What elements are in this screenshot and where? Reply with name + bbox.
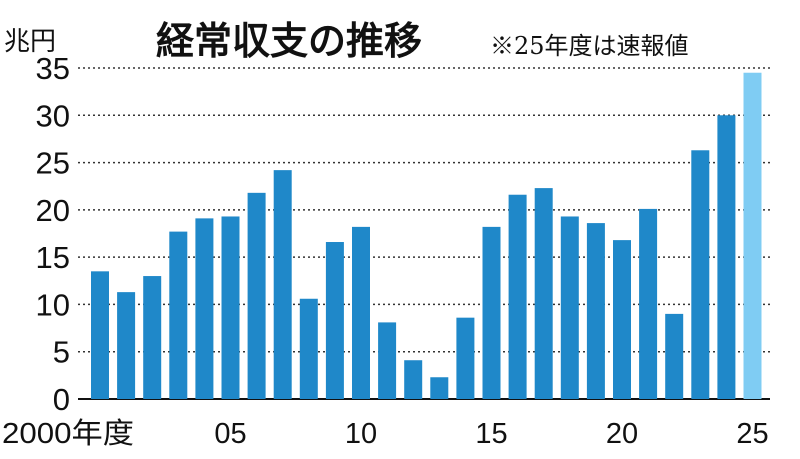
- bar-2005: [221, 216, 240, 399]
- bar-2007: [273, 170, 292, 399]
- bar-2014: [456, 317, 475, 399]
- chart-note: ※25年度は速報値: [490, 32, 689, 60]
- bar-2008: [299, 298, 318, 399]
- bar-2015: [482, 226, 501, 399]
- bar-2003: [169, 231, 188, 399]
- bar-2020: [613, 240, 631, 399]
- y-tick-label: 10: [36, 287, 70, 322]
- x-tick-label: 20: [606, 418, 638, 450]
- x-tick-label: 25: [736, 418, 768, 450]
- y-tick-label: 20: [36, 193, 70, 228]
- bar-2002: [143, 276, 162, 399]
- y-tick-labels: 0 5 10 15 20 25 30 35: [36, 51, 70, 417]
- bar-2011: [378, 322, 397, 399]
- bar-2009: [325, 242, 344, 399]
- y-tick-label: 0: [53, 382, 70, 417]
- y-tick-label: 5: [53, 335, 70, 370]
- chart-title: 経常収支の推移: [156, 19, 422, 63]
- grid-lines: [78, 67, 770, 400]
- bar-2010: [352, 226, 370, 399]
- bar-2018: [560, 216, 579, 399]
- y-tick-label: 35: [36, 51, 70, 86]
- y-tick-label: 30: [36, 98, 70, 133]
- bar-2006: [247, 192, 266, 399]
- x-tick-label: 10: [345, 418, 377, 450]
- bar-2017: [534, 188, 553, 399]
- bar-2024: [717, 115, 736, 400]
- bar-2016: [508, 194, 527, 399]
- x-tick-label: 05: [214, 418, 246, 450]
- bar-2019: [586, 223, 605, 399]
- bar-2013: [430, 377, 449, 399]
- y-tick-label: 25: [36, 146, 70, 181]
- bars: [91, 72, 762, 400]
- bar-2025: [743, 72, 762, 399]
- x-tick-label: 2000年度: [2, 417, 134, 450]
- bar-2001: [117, 292, 136, 399]
- bar-2023: [691, 150, 710, 399]
- y-tick-label: 15: [36, 240, 70, 275]
- y-axis-unit-label: 兆円: [4, 27, 56, 57]
- bar-2000: [91, 271, 109, 399]
- bar-2012: [404, 360, 423, 399]
- x-tick-labels: 2000年度 05 10 15 20 25: [2, 417, 769, 450]
- bar-2022: [665, 313, 684, 399]
- bar-2021: [639, 208, 658, 399]
- bar-2004: [195, 218, 214, 399]
- x-tick-label: 15: [475, 418, 507, 450]
